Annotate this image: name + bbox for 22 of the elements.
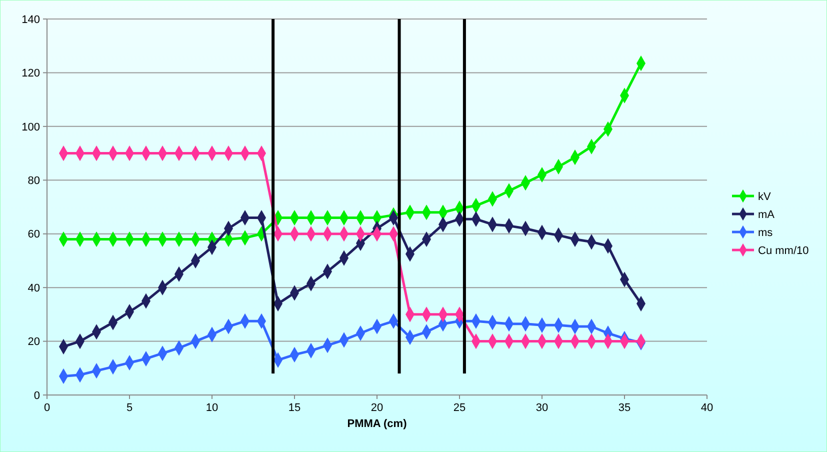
y-tick-label: 60 xyxy=(28,228,40,241)
x-tick-label: 0 xyxy=(44,402,50,414)
x-tick-label: 40 xyxy=(700,402,714,414)
y-tick-label: 20 xyxy=(28,336,40,348)
y-tick-label: 0 xyxy=(34,390,40,402)
x-tick-label: 35 xyxy=(618,402,631,414)
y-tick-label: 120 xyxy=(22,68,40,80)
legend-label: Cu mm/10 xyxy=(758,244,809,257)
legend-label: mA xyxy=(758,208,776,221)
x-axis-title: PMMA (cm) xyxy=(347,418,408,430)
y-tick-label: 40 xyxy=(28,282,40,294)
x-tick-label: 15 xyxy=(288,402,301,414)
x-tick-label: 25 xyxy=(453,402,466,414)
x-tick-label: 5 xyxy=(126,402,133,414)
x-tick-label: 20 xyxy=(370,402,384,414)
y-tick-label: 140 xyxy=(22,14,40,26)
x-tick-label: 30 xyxy=(536,402,548,414)
x-tick-label: 10 xyxy=(206,402,218,414)
y-tick-label: 100 xyxy=(22,121,40,134)
legend-label: kV xyxy=(758,190,772,203)
legend-label: ms xyxy=(758,226,774,239)
y-tick-label: 80 xyxy=(28,174,40,187)
